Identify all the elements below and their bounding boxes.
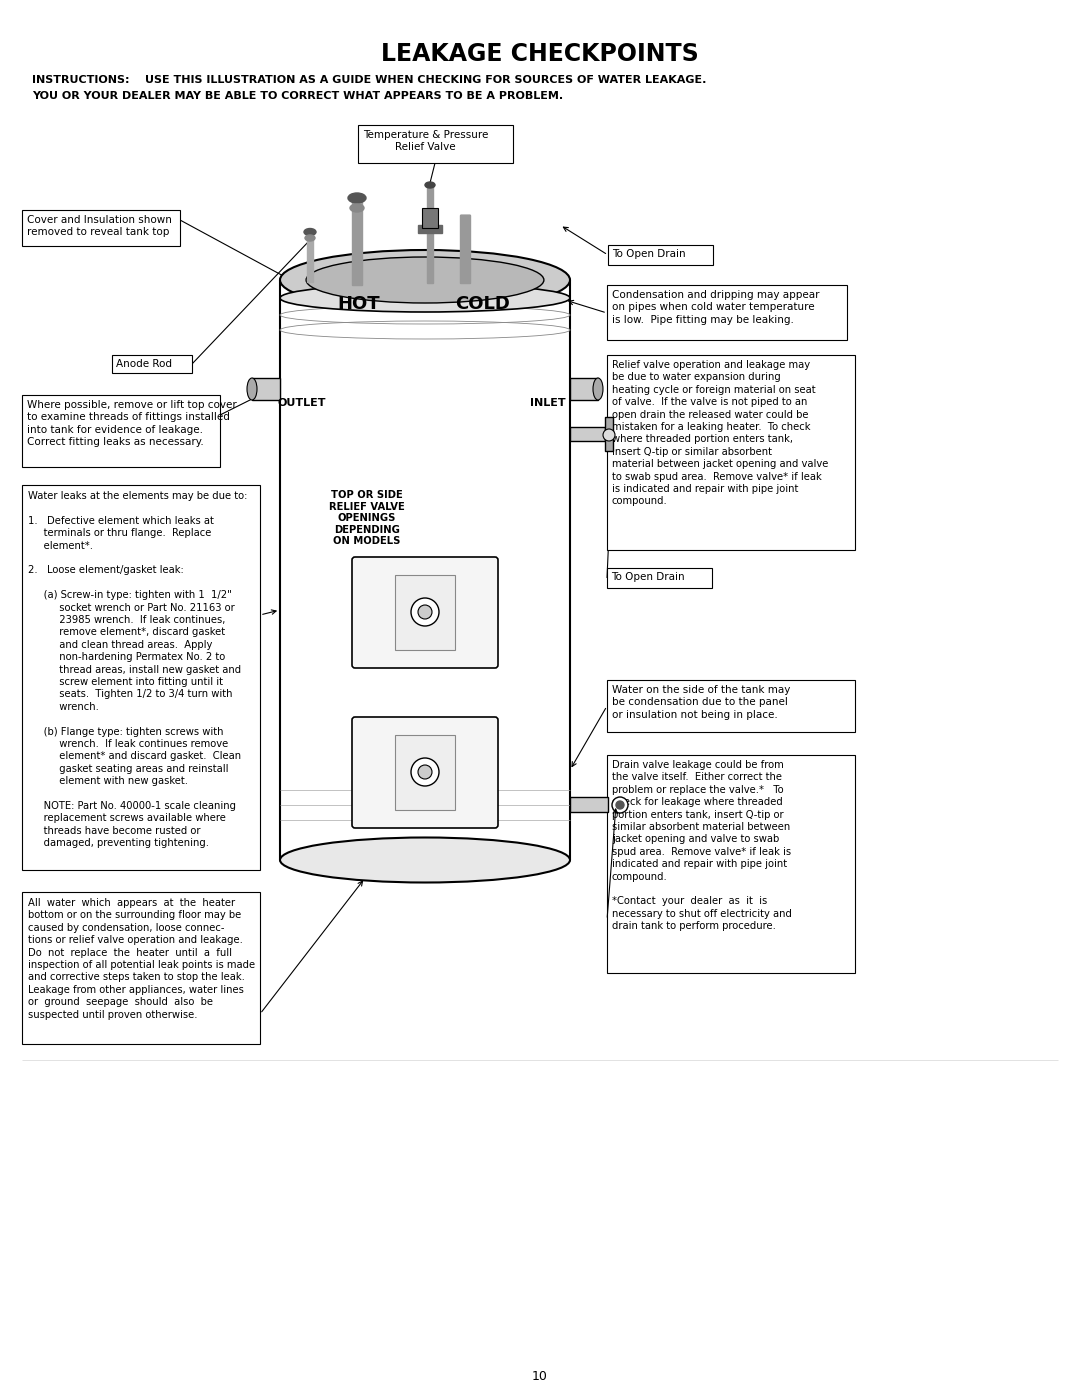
Bar: [357, 124, 513, 163]
Text: All  water  which  appears  at  the  heater
bottom or on the surrounding floor m: All water which appears at the heater bo…: [28, 898, 255, 1020]
Bar: [395, 735, 455, 810]
Text: Water leaks at the elements may be due to:

1.   Defective element which leaks a: Water leaks at the elements may be due t…: [28, 490, 247, 848]
Text: Condensation and dripping may appear
on pipes when cold water temperature
is low: Condensation and dripping may appear on …: [612, 291, 820, 324]
Bar: [427, 184, 433, 284]
Text: INSTRUCTIONS:    USE THIS ILLUSTRATION AS A GUIDE WHEN CHECKING FOR SOURCES OF W: INSTRUCTIONS: USE THIS ILLUSTRATION AS A…: [32, 75, 706, 85]
Bar: [608, 244, 713, 265]
Text: Anode Rod: Anode Rod: [116, 359, 172, 369]
Bar: [607, 285, 847, 339]
Bar: [22, 485, 260, 870]
Bar: [570, 427, 605, 441]
Text: Temperature & Pressure
Relief Valve: Temperature & Pressure Relief Valve: [363, 130, 488, 152]
Text: YOU OR YOUR DEALER MAY BE ABLE TO CORRECT WHAT APPEARS TO BE A PROBLEM.: YOU OR YOUR DEALER MAY BE ABLE TO CORREC…: [32, 91, 563, 101]
Ellipse shape: [280, 250, 570, 310]
Ellipse shape: [426, 182, 435, 189]
Ellipse shape: [247, 379, 257, 400]
Ellipse shape: [593, 379, 603, 400]
Bar: [605, 416, 613, 451]
Text: Where possible, remove or lift top cover
to examine threads of fittings installe: Where possible, remove or lift top cover…: [27, 400, 237, 447]
Ellipse shape: [350, 204, 364, 212]
Bar: [570, 379, 598, 400]
Bar: [607, 680, 855, 732]
Ellipse shape: [418, 605, 432, 619]
Bar: [22, 893, 260, 1044]
Text: Water on the side of the tank may
be condensation due to the panel
or insulation: Water on the side of the tank may be con…: [612, 685, 791, 719]
Ellipse shape: [303, 229, 316, 236]
Bar: [280, 279, 570, 861]
Text: Cover and Insulation shown
removed to reveal tank top: Cover and Insulation shown removed to re…: [27, 215, 172, 237]
Ellipse shape: [280, 284, 570, 312]
Text: 10: 10: [532, 1370, 548, 1383]
Bar: [418, 225, 442, 233]
Bar: [607, 754, 855, 972]
Bar: [307, 232, 313, 282]
Text: OUTLET: OUTLET: [278, 398, 326, 408]
Ellipse shape: [616, 800, 624, 809]
Bar: [112, 355, 192, 373]
Text: Drain valve leakage could be from
the valve itself.  Either correct the
problem : Drain valve leakage could be from the va…: [612, 760, 792, 932]
Bar: [607, 355, 855, 550]
Text: INLET: INLET: [530, 398, 566, 408]
Bar: [422, 208, 438, 228]
Text: TOP OR SIDE
RELIEF VALVE
OPENINGS
DEPENDING
ON MODELS: TOP OR SIDE RELIEF VALVE OPENINGS DEPEND…: [329, 490, 405, 546]
Ellipse shape: [411, 598, 438, 626]
Ellipse shape: [280, 837, 570, 883]
Text: LEAKAGE CHECKPOINTS: LEAKAGE CHECKPOINTS: [381, 42, 699, 66]
Text: To Open Drain: To Open Drain: [611, 571, 685, 583]
Bar: [395, 576, 455, 650]
Bar: [352, 200, 362, 285]
Ellipse shape: [306, 257, 544, 303]
Ellipse shape: [418, 766, 432, 780]
Bar: [22, 395, 220, 467]
Ellipse shape: [411, 759, 438, 787]
FancyBboxPatch shape: [352, 557, 498, 668]
Ellipse shape: [612, 798, 627, 813]
Text: Relief valve operation and leakage may
be due to water expansion during
heating : Relief valve operation and leakage may b…: [612, 360, 828, 506]
Ellipse shape: [603, 429, 615, 441]
Text: To Open Drain: To Open Drain: [612, 249, 686, 258]
Text: COLD: COLD: [456, 295, 511, 313]
Bar: [22, 210, 180, 246]
Bar: [570, 798, 608, 812]
Ellipse shape: [305, 235, 315, 242]
Text: HOT: HOT: [338, 295, 380, 313]
Bar: [607, 569, 712, 588]
Ellipse shape: [348, 193, 366, 203]
FancyBboxPatch shape: [352, 717, 498, 828]
Bar: [252, 379, 280, 400]
Bar: [460, 215, 470, 284]
